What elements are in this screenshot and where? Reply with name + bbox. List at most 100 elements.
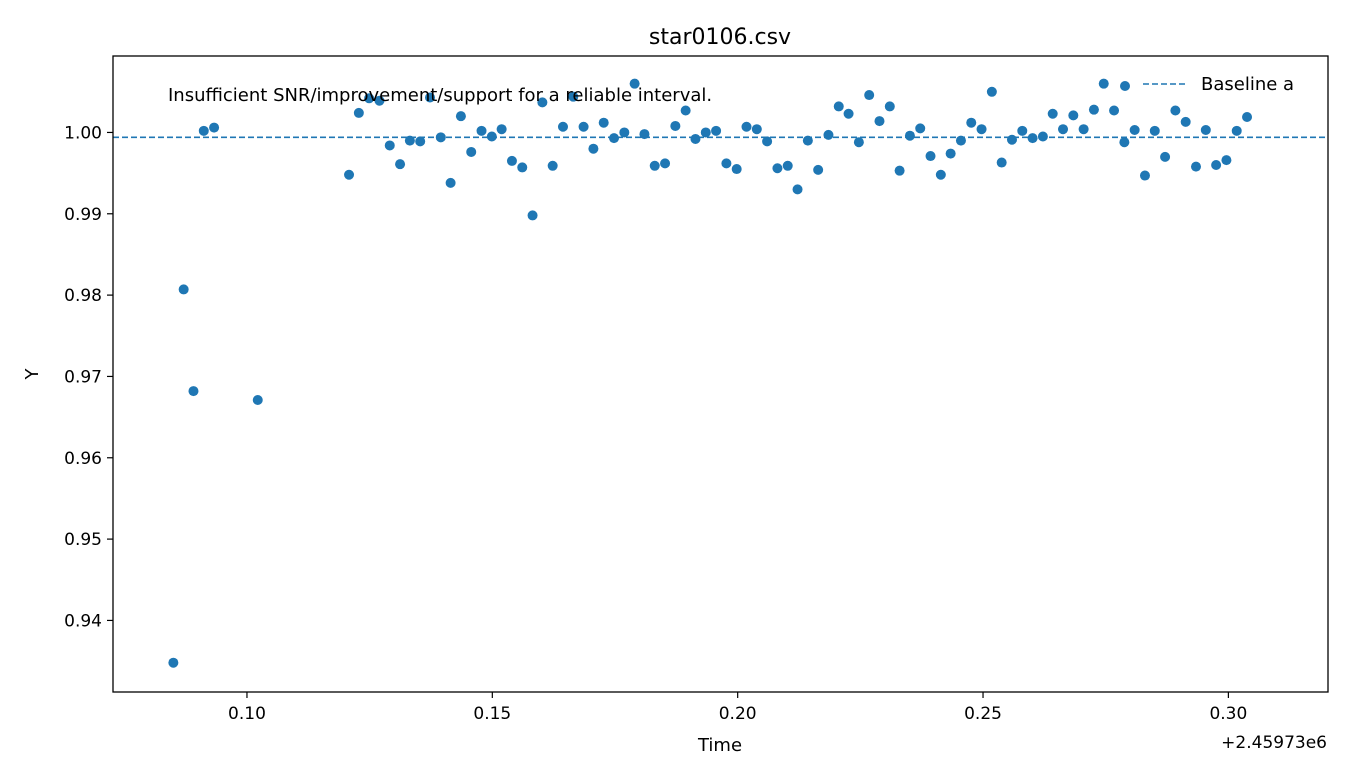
data-point — [772, 163, 783, 174]
data-point — [496, 124, 507, 135]
data-point — [711, 125, 722, 136]
data-point — [680, 105, 691, 116]
data-point — [1242, 111, 1253, 122]
data-point — [455, 111, 466, 122]
y-tick-label: 0.98 — [64, 286, 102, 306]
data-point — [762, 136, 773, 147]
data-point — [1221, 155, 1232, 166]
data-point — [670, 120, 681, 131]
data-point — [925, 151, 936, 162]
data-point — [741, 121, 752, 132]
x-tick-label: 0.10 — [228, 704, 266, 724]
data-point — [792, 184, 803, 195]
data-point — [1027, 133, 1038, 144]
data-point — [619, 127, 630, 138]
data-point — [1200, 125, 1211, 136]
data-point — [188, 386, 199, 397]
data-point — [252, 395, 263, 406]
x-axis-title: Time — [697, 735, 742, 756]
data-point — [415, 136, 426, 147]
data-point — [598, 117, 609, 128]
data-point — [629, 78, 640, 89]
data-point — [1006, 134, 1017, 145]
data-point — [1231, 125, 1242, 136]
data-point — [864, 90, 875, 101]
y-tick-label: 1.00 — [64, 123, 102, 143]
x-tick-label: 0.20 — [719, 704, 757, 724]
data-point — [1160, 151, 1171, 162]
data-point — [1078, 124, 1089, 135]
y-tick-label: 0.94 — [64, 611, 102, 631]
data-point — [853, 137, 864, 148]
data-point — [1211, 159, 1222, 170]
data-point — [547, 160, 558, 171]
data-point — [178, 284, 189, 295]
data-point — [588, 143, 599, 154]
data-point — [874, 116, 885, 127]
data-point — [721, 158, 732, 169]
chart-title: star0106.csv — [649, 25, 791, 50]
data-point — [168, 657, 179, 668]
data-point — [537, 97, 548, 108]
data-point — [1129, 125, 1140, 136]
data-point — [568, 91, 579, 102]
data-point — [833, 101, 844, 112]
data-point — [782, 160, 793, 171]
data-point — [700, 127, 711, 138]
legend-point-marker — [1120, 81, 1130, 91]
data-point — [384, 140, 395, 151]
data-point — [395, 159, 406, 170]
data-point — [527, 210, 538, 221]
y-tick-label: 0.97 — [64, 367, 102, 387]
x-tick-label: 0.25 — [964, 704, 1002, 724]
y-tick-label: 0.96 — [64, 449, 102, 469]
data-point — [374, 95, 385, 106]
data-point — [344, 169, 355, 180]
x-axis-offset-label: +2.45973e6 — [1221, 733, 1327, 753]
data-point — [198, 125, 209, 136]
chart-annotation: Insufficient SNR/improvement/support for… — [168, 85, 712, 106]
data-point — [751, 124, 762, 135]
data-point — [843, 108, 854, 119]
ticks-layer: 0.10 0.15 0.20 0.25 0.30 0.94 0.95 0.96 0.97 0.98… — [64, 123, 1247, 724]
x-tick-label: 0.15 — [473, 704, 511, 724]
data-point — [904, 130, 915, 141]
y-tick-label: 0.95 — [64, 530, 102, 550]
data-point — [894, 165, 905, 176]
data-point — [1180, 116, 1191, 127]
data-point — [476, 125, 487, 136]
data-point — [1047, 108, 1058, 119]
data-point — [813, 164, 824, 175]
data-point — [884, 101, 895, 112]
data-point — [649, 160, 660, 171]
data-point — [486, 131, 497, 142]
data-point — [364, 93, 375, 104]
data-point — [445, 177, 456, 188]
data-point — [557, 121, 568, 132]
data-point — [1068, 110, 1079, 121]
data-point — [1037, 131, 1048, 142]
legend: Baseline a — [1120, 74, 1294, 95]
data-point — [506, 155, 517, 166]
data-point — [731, 164, 742, 175]
data-point — [986, 86, 997, 97]
x-tick-label: 0.30 — [1209, 704, 1247, 724]
data-point — [466, 146, 477, 157]
data-point — [1109, 105, 1120, 116]
data-point — [1017, 125, 1028, 136]
y-axis-title: Y — [22, 368, 43, 381]
data-point — [915, 123, 926, 134]
data-point — [976, 124, 987, 135]
data-point — [424, 92, 435, 103]
data-point — [690, 133, 701, 144]
data-point — [1170, 105, 1181, 116]
data-point — [1098, 78, 1109, 89]
data-point — [935, 169, 946, 180]
data-point — [945, 148, 956, 159]
data-point — [1149, 125, 1160, 136]
data-point — [966, 117, 977, 128]
data-point — [353, 107, 364, 118]
y-tick-label: 0.99 — [64, 205, 102, 225]
data-point — [1139, 170, 1150, 181]
